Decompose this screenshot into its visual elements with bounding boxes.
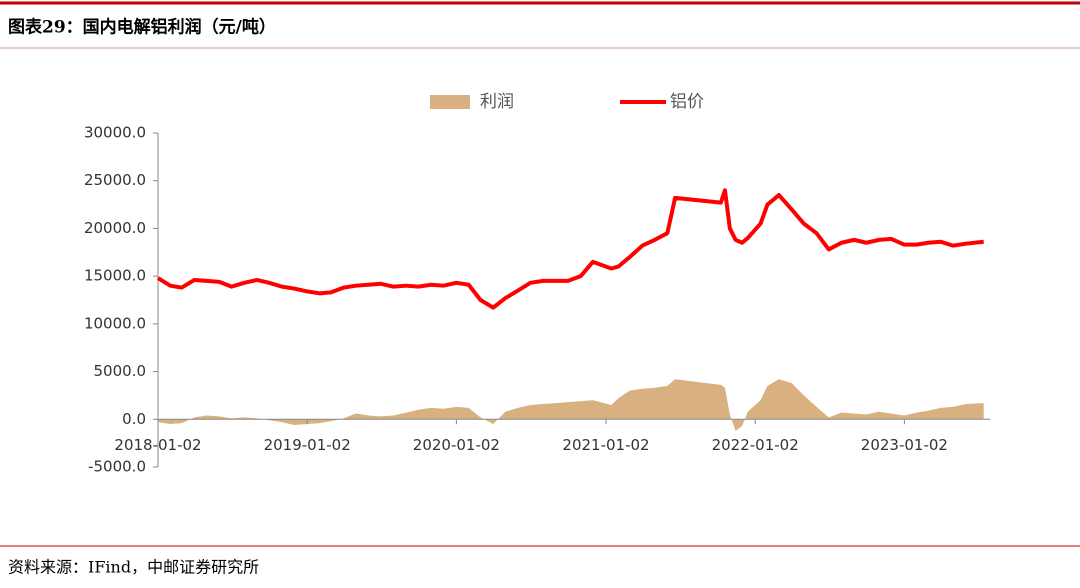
x-tick-label: 2021-01-02 — [562, 436, 649, 454]
y-tick-label: 30000.0 — [84, 124, 146, 142]
y-tick-label: 20000.0 — [84, 219, 146, 237]
y-tick-label: 5000.0 — [94, 362, 147, 380]
price-line — [156, 188, 984, 310]
x-tick-label: 2018-01-02 — [114, 436, 201, 454]
x-tick-label: 2023-01-02 — [861, 436, 948, 454]
source-note: 资料来源：IFind，中邮证券研究所 — [8, 558, 259, 577]
x-tick-label: 2022-01-02 — [712, 436, 799, 454]
profit-area — [158, 379, 984, 431]
y-tick-label: 15000.0 — [84, 267, 146, 285]
legend-label: 利润 — [480, 92, 514, 112]
y-tick-label: 25000.0 — [84, 171, 146, 189]
x-tick-label: 2020-01-02 — [413, 436, 500, 454]
y-tick-label: -5000.0 — [88, 458, 146, 476]
legend-label: 铝价 — [670, 92, 704, 112]
y-tick-label: 0.0 — [122, 410, 146, 428]
y-tick-label: 10000.0 — [84, 314, 146, 332]
chart-title: 图表29：国内电解铝利润（元/吨） — [8, 17, 276, 38]
x-tick-label: 2019-01-02 — [264, 436, 351, 454]
legend-swatch — [430, 95, 470, 109]
